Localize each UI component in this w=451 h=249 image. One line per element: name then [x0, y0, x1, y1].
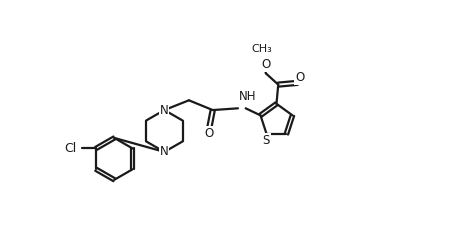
Text: O: O	[295, 71, 304, 84]
Text: NH: NH	[238, 90, 256, 103]
Text: Cl: Cl	[64, 142, 76, 155]
Text: O: O	[204, 127, 213, 140]
Text: S: S	[262, 134, 269, 147]
Text: CH₃: CH₃	[251, 44, 272, 54]
Text: N: N	[160, 145, 168, 158]
Text: N: N	[160, 104, 168, 117]
Text: O: O	[260, 58, 270, 71]
